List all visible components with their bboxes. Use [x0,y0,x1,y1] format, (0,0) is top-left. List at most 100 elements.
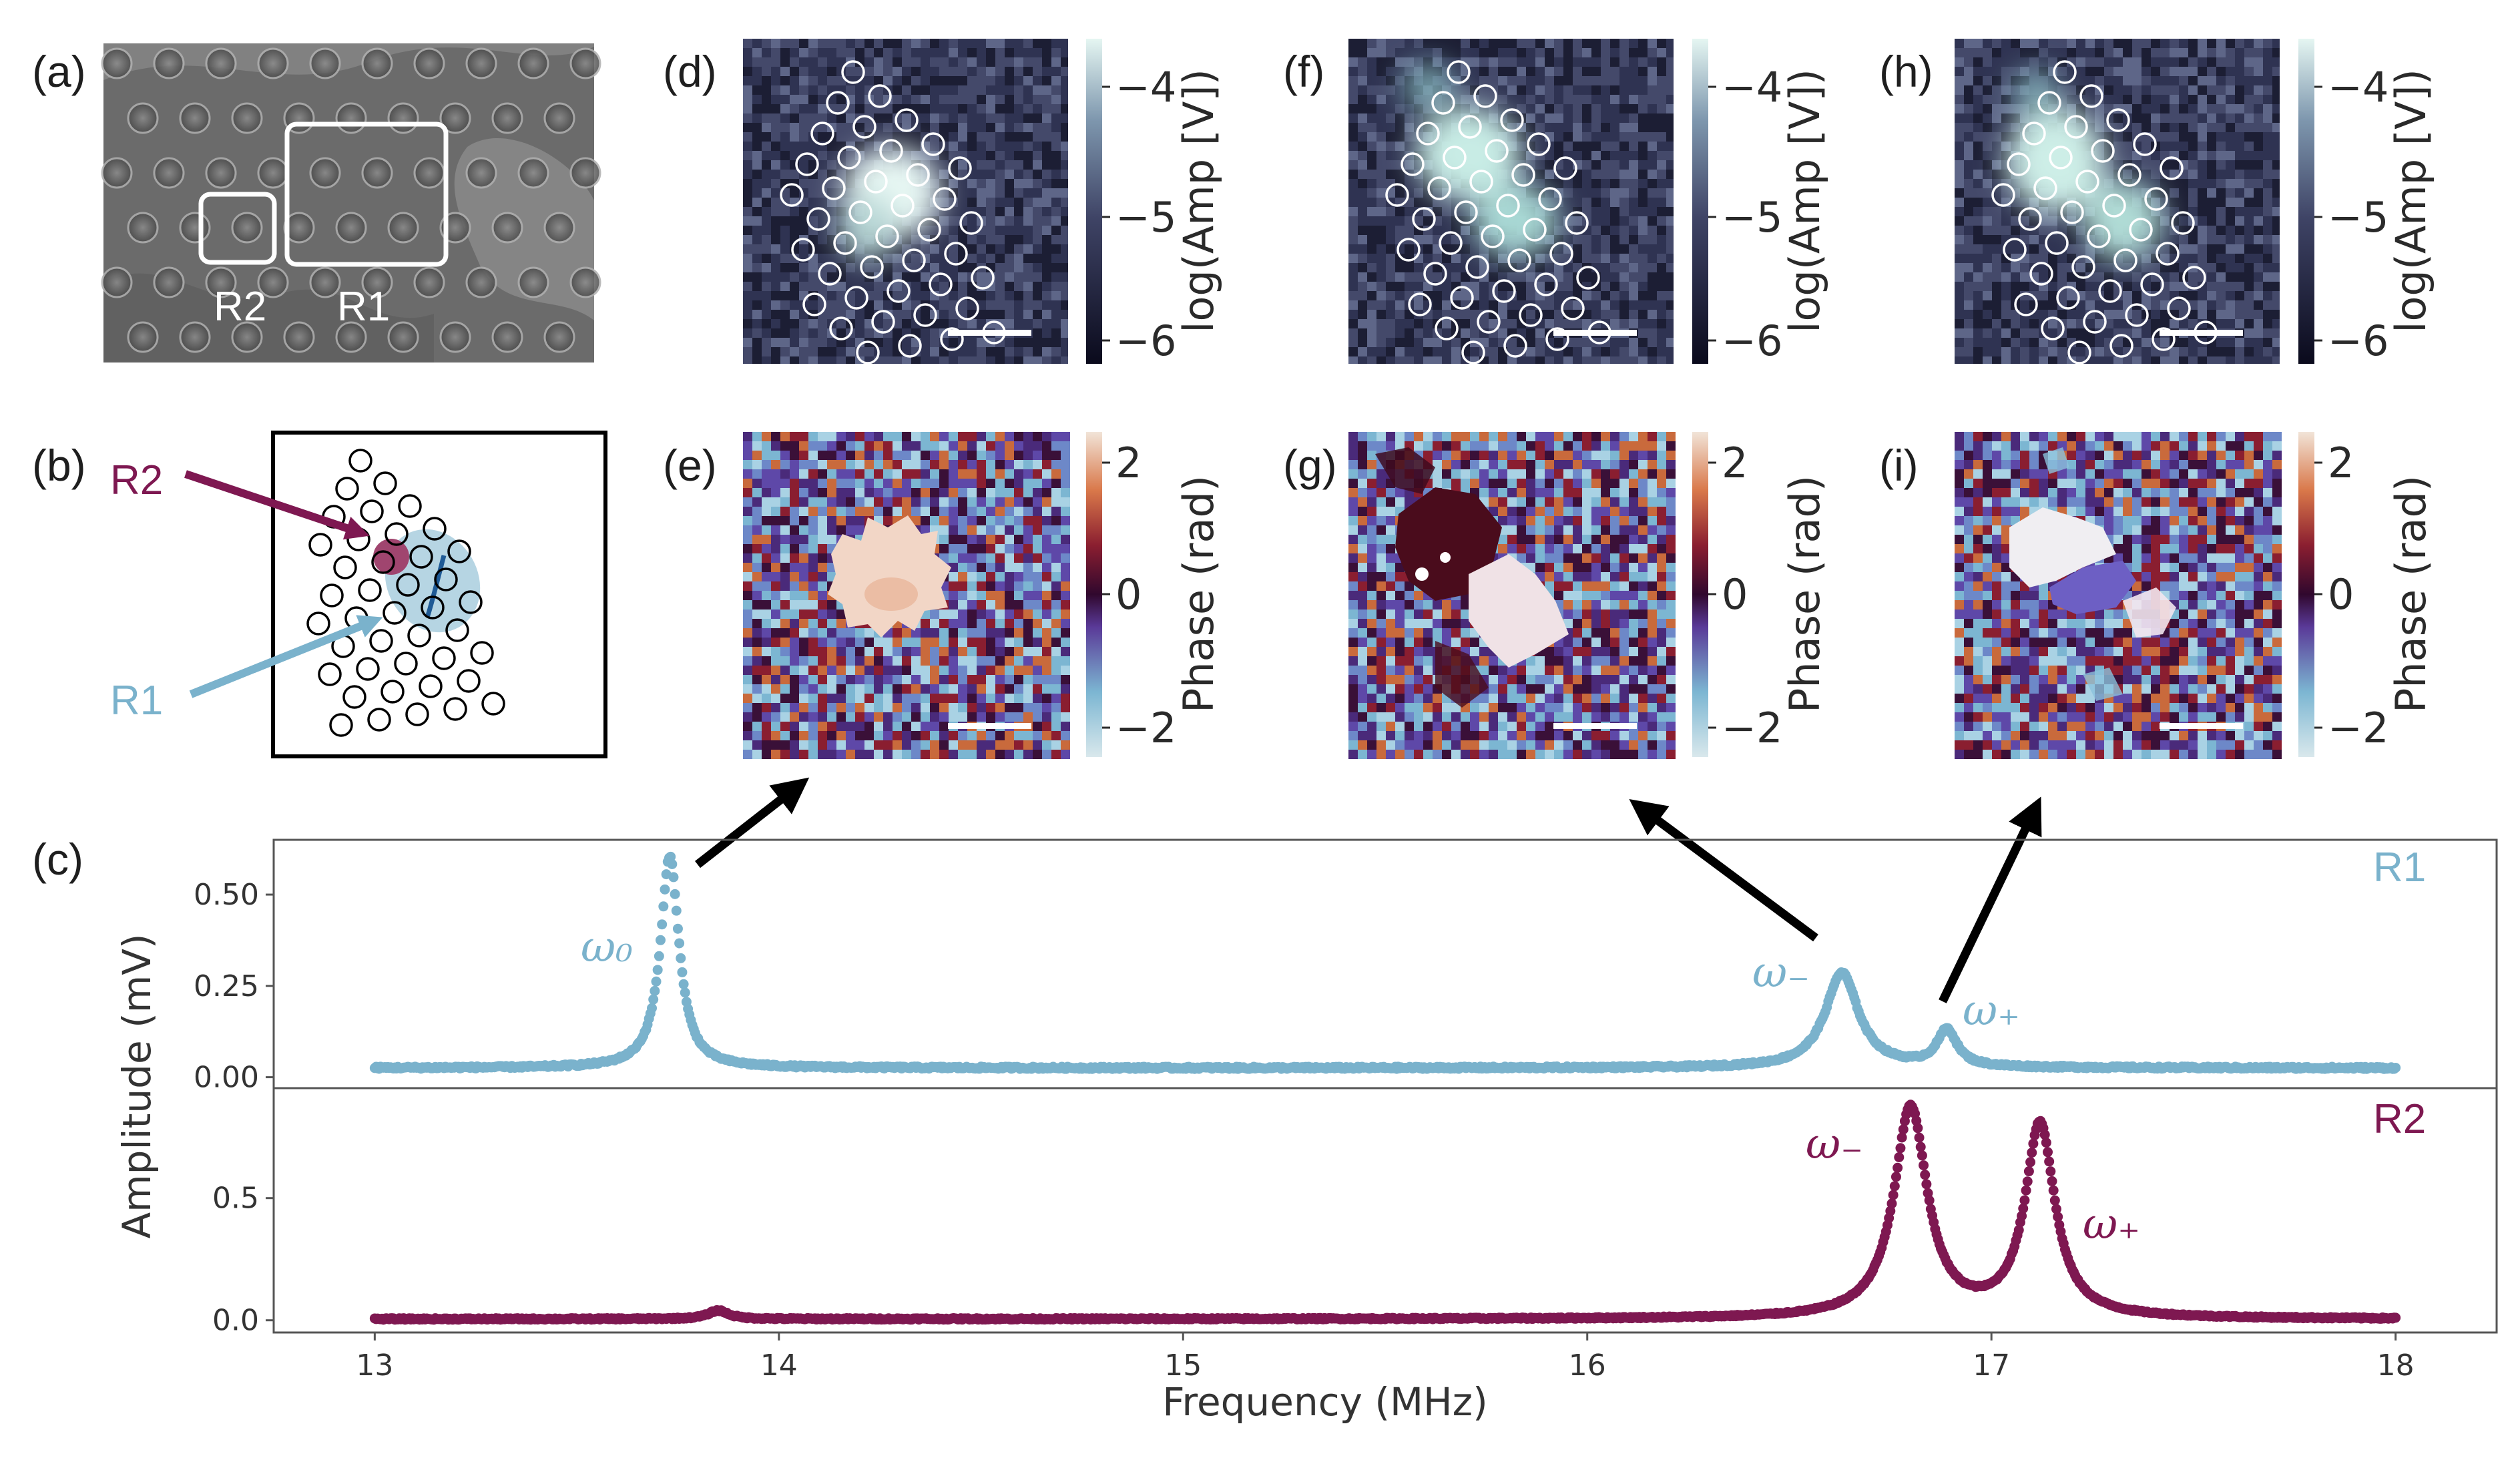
pillar-ring [1511,163,1535,187]
data-point [1921,1179,1932,1190]
pillar-ring [868,84,892,108]
data-point [2048,1185,2059,1196]
amplitude-colorbar-tick: −4 [1722,63,1782,111]
pillar-ring [1458,115,1482,139]
data-point [674,938,685,949]
pillar-ring [1527,132,1551,156]
sem-box-r2 [198,192,277,265]
pillar-ring [2049,146,2073,170]
pillar-ring [447,539,471,563]
pillar-ring [829,316,853,340]
pillar-ring [2003,238,2027,262]
amplitude-colorbar-tick: −5 [2328,193,2388,242]
phase-colorbar-tick: 2 [1722,439,1748,487]
pillar-ring [2113,248,2137,272]
pillar-ring [1401,152,1425,176]
data-point [671,905,682,916]
pillar-ring [2171,211,2195,235]
pillar-rings-h [1991,60,2218,364]
scale-bar-h [2160,330,2243,336]
pillar-ring [2067,340,2091,364]
pillar-ring [2064,115,2088,139]
phase-region-i-blue [2049,561,2136,614]
phase-colorbar-tick: 0 [1722,570,1748,619]
data-point [2028,1138,2039,1149]
panel-label-d: (d) [663,47,717,96]
pillar-ring [396,573,420,597]
spectrum-chart: 13 14 15 16 17 18 0.00 0.25 0.50 0.0 0.5 Frequency… [114,838,2498,1425]
pillar-ring [1553,156,1577,180]
pillar-ring [944,242,968,266]
pillar-ring [329,713,353,737]
pillar-ring [2106,108,2130,132]
data-point [1917,1150,1927,1161]
data-point [1888,1190,1899,1200]
pillar-ring [1507,248,1531,272]
data-point [1891,1172,1901,1182]
pillar-ring [2007,152,2031,176]
amplitude-colorbar-tick: −6 [1115,316,1176,365]
pillar-ring [1481,224,1505,248]
pillar-ring [2056,286,2080,310]
arrow-icon [1629,798,1818,942]
pillar-ring [780,183,804,207]
x-tick-label: 16 [1569,1349,1606,1383]
data-point [2045,1166,2056,1177]
pillar-ring [2098,279,2122,303]
data-point [672,923,683,934]
pillar-ring [929,272,953,296]
annotation-omega0: ω₀ [581,923,633,972]
pillar-ring [432,646,456,670]
pillar-ring [940,327,964,351]
pillar-ring [1485,139,1509,163]
scale-bar-e [948,723,1031,729]
data-point [668,872,679,883]
pillar-ring [913,303,937,327]
sem-pillars [101,47,601,353]
data-point [666,851,676,862]
data-point [680,987,690,998]
pillar-ring [1443,146,1467,170]
data-point [2390,1312,2401,1323]
pillar-ring [1496,194,1520,218]
pillar-ring [898,334,922,358]
data-point [2053,1212,2063,1222]
data-point [2019,1195,2030,1206]
data-point [2051,1204,2061,1214]
phase-colorbar-label: Phase (rad) [2386,475,2435,713]
pillar-ring [1397,238,1421,262]
pillar-ring [445,618,469,642]
pillar-ring [1416,121,1440,146]
data-point [1897,1132,1907,1143]
y-axis-label: Amplitude (mV) [114,933,160,1238]
data-point [1919,1160,1929,1171]
x-axis-label: Frequency (MHz) [1162,1379,1487,1425]
pillar-ring [1477,310,1501,334]
panel-label-i: (i) [1879,441,1919,490]
r1-center-line [425,555,447,619]
pillar-ring [470,641,494,665]
sem-label-r2: R2 [214,284,266,330]
pillar-ring [791,238,815,262]
pillar-ring [921,132,945,156]
scale-bar-i [2160,723,2243,729]
pillar-ring [2152,327,2176,351]
pillar-ring [2037,91,2061,115]
data-point [2023,1166,2034,1177]
pillar-ring [810,121,834,146]
pillar-ring [2029,262,2053,286]
pillar-ring [2060,200,2084,224]
y-tick-label: 0.25 [194,969,259,1003]
pillar-ring [2091,139,2115,163]
pillar-ring [381,680,405,704]
pillar-ring [2125,303,2149,327]
data-point [1894,1152,1905,1163]
data-point [1885,1206,1896,1216]
pillar-ring [2041,316,2065,340]
arrow-icon [1939,796,2042,1003]
amplitude-colorbar-label: log(Amp [V]) [2386,69,2435,333]
y-tick-label: 0.0 [212,1304,259,1338]
pillar-ring [806,207,830,231]
pillar-ring [1561,296,1585,320]
pillar-ring [1423,262,1447,286]
